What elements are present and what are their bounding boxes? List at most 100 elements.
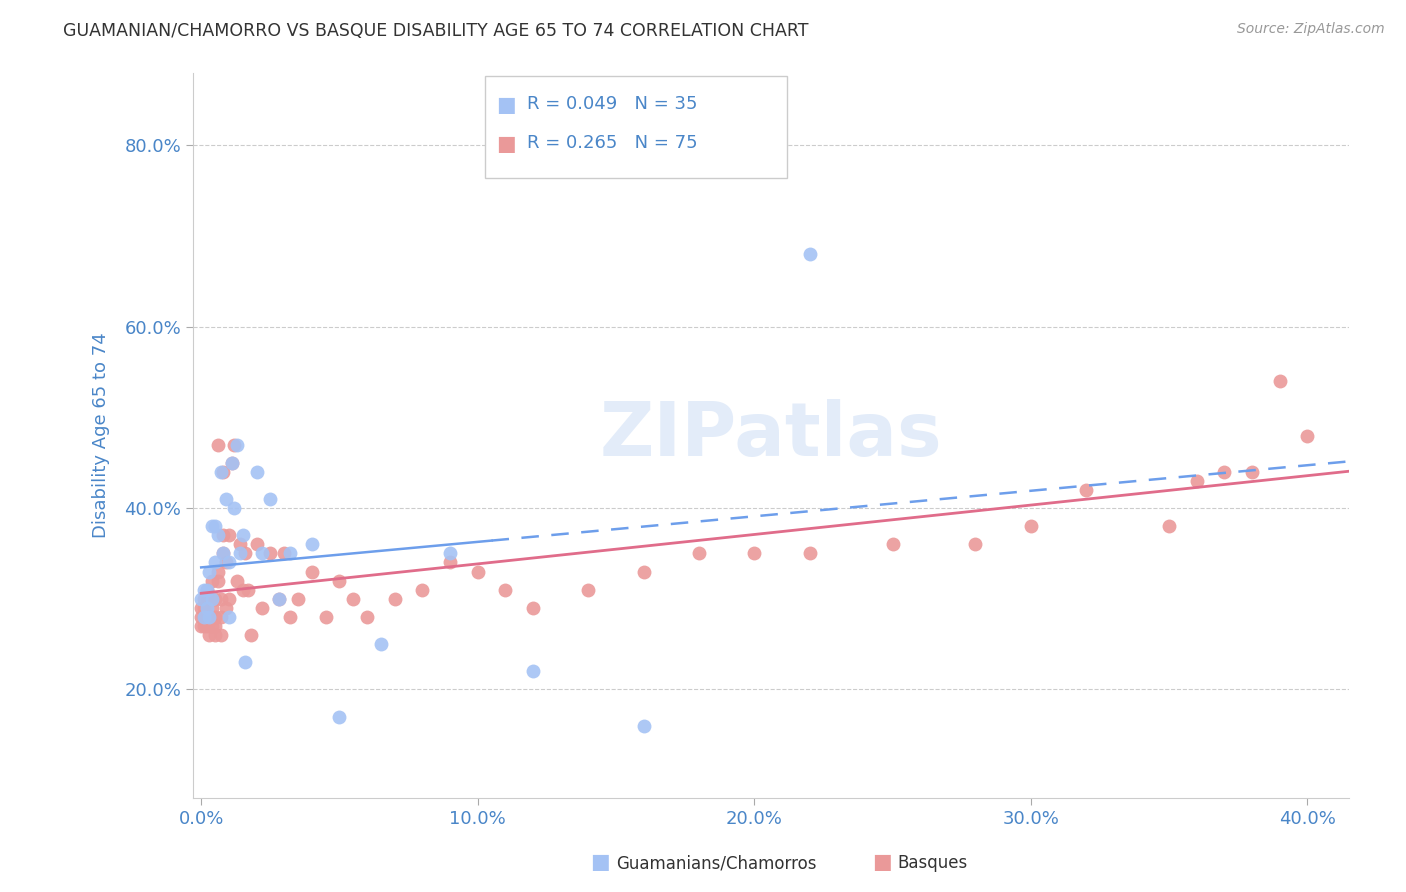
Point bbox=[207, 528, 229, 542]
Point bbox=[195, 610, 218, 624]
Point bbox=[229, 537, 252, 551]
Point bbox=[212, 546, 235, 560]
Text: R = 0.265   N = 75: R = 0.265 N = 75 bbox=[527, 134, 697, 152]
Point bbox=[215, 491, 238, 506]
Point bbox=[190, 619, 212, 633]
Point bbox=[342, 591, 364, 606]
Point bbox=[195, 619, 218, 633]
Point bbox=[209, 610, 232, 624]
Point bbox=[411, 582, 433, 597]
Point bbox=[439, 546, 461, 560]
Point bbox=[1074, 483, 1097, 497]
Point bbox=[1268, 374, 1291, 388]
Point bbox=[198, 610, 221, 624]
Point bbox=[209, 465, 232, 479]
Point bbox=[467, 565, 489, 579]
Point bbox=[576, 582, 599, 597]
Text: Basques: Basques bbox=[897, 855, 967, 872]
Point bbox=[278, 610, 301, 624]
Point bbox=[190, 610, 212, 624]
Point bbox=[633, 565, 655, 579]
Text: GUAMANIAN/CHAMORRO VS BASQUE DISABILITY AGE 65 TO 74 CORRELATION CHART: GUAMANIAN/CHAMORRO VS BASQUE DISABILITY … bbox=[63, 22, 808, 40]
Point bbox=[215, 556, 238, 570]
Point bbox=[190, 600, 212, 615]
Point bbox=[1019, 519, 1042, 533]
Point bbox=[207, 437, 229, 451]
Point bbox=[1296, 428, 1319, 442]
Y-axis label: Disability Age 65 to 74: Disability Age 65 to 74 bbox=[93, 333, 110, 539]
Point bbox=[221, 456, 243, 470]
Point bbox=[315, 610, 337, 624]
Point bbox=[226, 574, 249, 588]
Point bbox=[328, 709, 350, 723]
Point bbox=[633, 718, 655, 732]
Point bbox=[238, 582, 260, 597]
Point bbox=[218, 556, 240, 570]
Point bbox=[688, 546, 710, 560]
Point bbox=[384, 591, 406, 606]
Point bbox=[209, 628, 232, 642]
Point bbox=[212, 546, 235, 560]
Point bbox=[273, 546, 295, 560]
Point bbox=[193, 610, 215, 624]
Point bbox=[267, 591, 290, 606]
Point bbox=[193, 600, 215, 615]
Point bbox=[195, 600, 218, 615]
Text: ■: ■ bbox=[872, 853, 891, 872]
Point bbox=[198, 565, 221, 579]
Point bbox=[193, 619, 215, 633]
Point bbox=[193, 610, 215, 624]
Point bbox=[221, 456, 243, 470]
Point bbox=[193, 582, 215, 597]
Point bbox=[226, 437, 249, 451]
Point bbox=[522, 600, 544, 615]
Point bbox=[201, 591, 224, 606]
Point bbox=[204, 591, 226, 606]
Text: ■: ■ bbox=[591, 853, 610, 872]
Point bbox=[1157, 519, 1180, 533]
Point bbox=[965, 537, 987, 551]
Point bbox=[229, 546, 252, 560]
Point bbox=[328, 574, 350, 588]
Point bbox=[212, 465, 235, 479]
Text: ■: ■ bbox=[496, 95, 516, 115]
Text: ZIPatlas: ZIPatlas bbox=[599, 399, 942, 472]
Point bbox=[201, 619, 224, 633]
Point bbox=[301, 537, 323, 551]
Point bbox=[522, 665, 544, 679]
Point bbox=[240, 628, 263, 642]
Point bbox=[190, 591, 212, 606]
Point bbox=[224, 437, 246, 451]
Point bbox=[235, 655, 257, 669]
Point bbox=[204, 556, 226, 570]
Point bbox=[212, 528, 235, 542]
Point bbox=[799, 247, 821, 261]
Point bbox=[356, 610, 378, 624]
Point bbox=[201, 574, 224, 588]
Point bbox=[204, 628, 226, 642]
Point bbox=[287, 591, 309, 606]
Point bbox=[278, 546, 301, 560]
Point bbox=[218, 528, 240, 542]
Point bbox=[193, 591, 215, 606]
Point bbox=[198, 591, 221, 606]
Point bbox=[201, 600, 224, 615]
Point bbox=[1213, 465, 1236, 479]
Point bbox=[204, 619, 226, 633]
Point bbox=[245, 537, 267, 551]
Point bbox=[259, 546, 281, 560]
Point bbox=[215, 600, 238, 615]
Point bbox=[1240, 465, 1263, 479]
Text: R = 0.049   N = 35: R = 0.049 N = 35 bbox=[527, 95, 697, 113]
Point bbox=[209, 591, 232, 606]
Point bbox=[198, 610, 221, 624]
Point bbox=[232, 528, 254, 542]
Point bbox=[207, 565, 229, 579]
Point bbox=[224, 501, 246, 516]
Text: ■: ■ bbox=[496, 134, 516, 153]
Point bbox=[882, 537, 904, 551]
Point bbox=[439, 556, 461, 570]
Point bbox=[267, 591, 290, 606]
Text: Source: ZipAtlas.com: Source: ZipAtlas.com bbox=[1237, 22, 1385, 37]
Point bbox=[204, 610, 226, 624]
